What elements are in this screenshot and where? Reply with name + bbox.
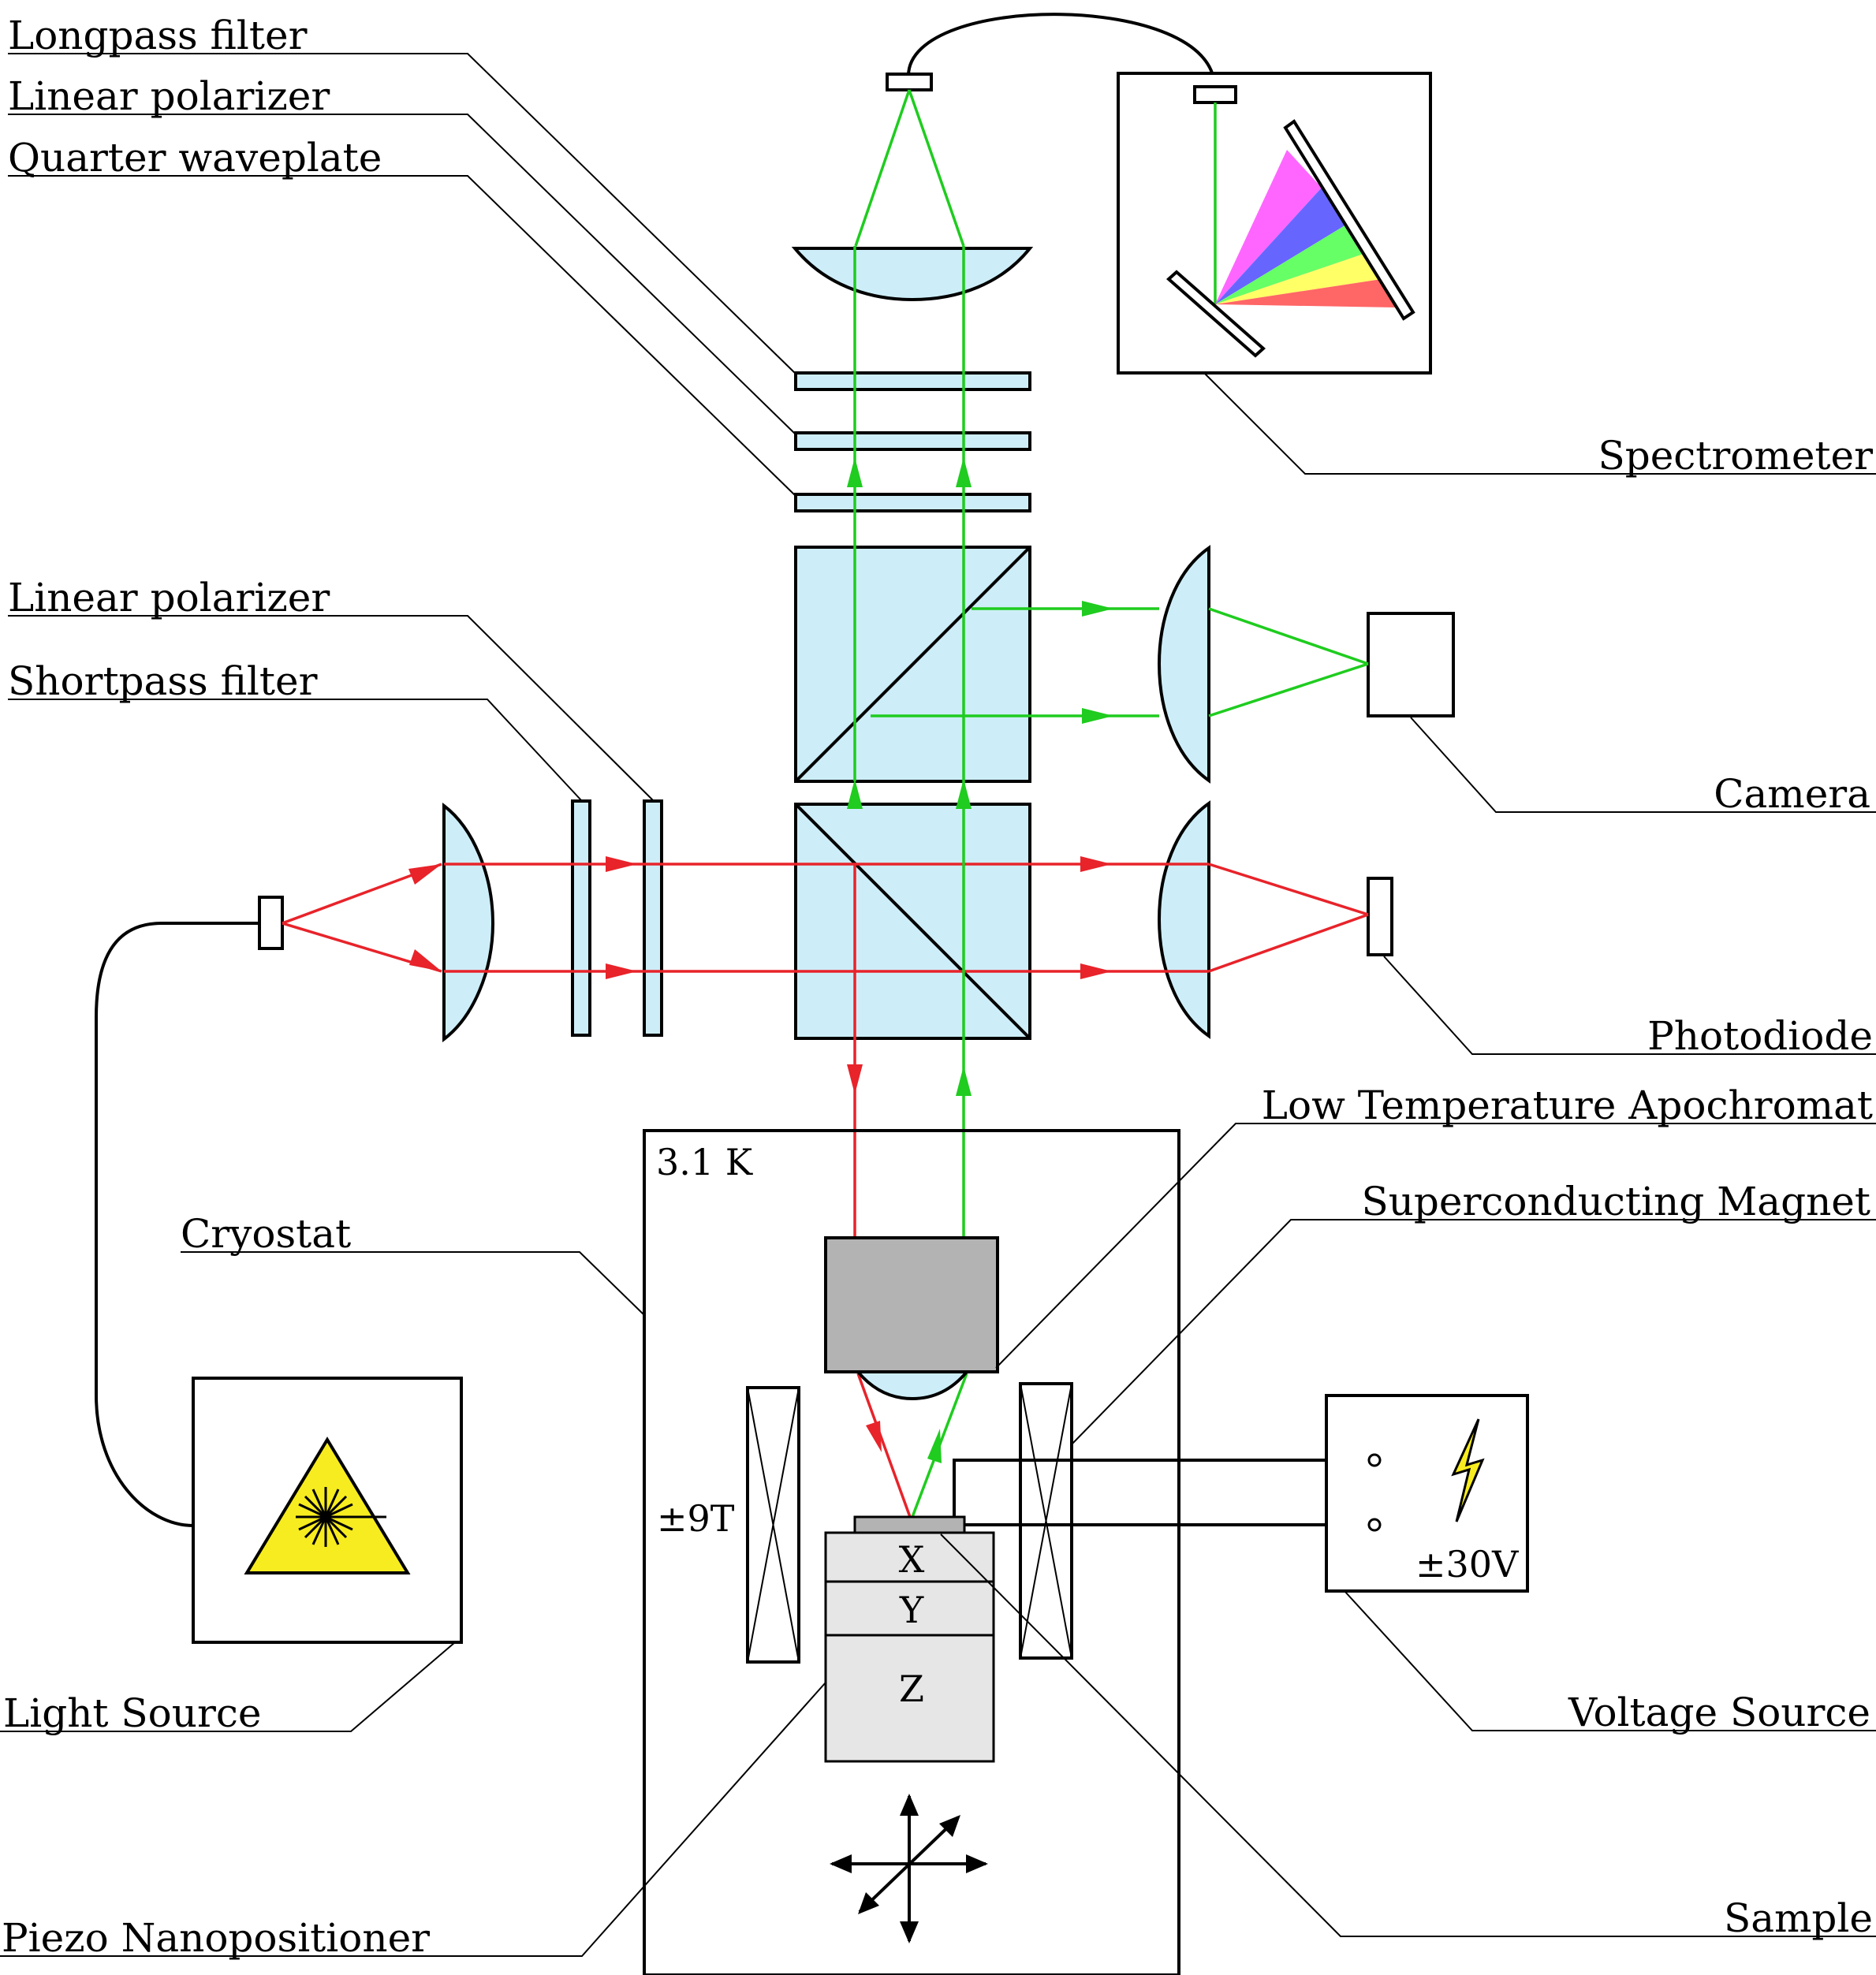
spectrum-fan [1215,150,1396,307]
objective-front-lens [854,1370,971,1401]
cryostat-box [643,1129,1180,1975]
label-linear-polarizer-left: Linear polarizer [8,575,330,620]
laser-warning-triangle-icon [244,1437,411,1574]
axis-x-label: X [899,1538,925,1581]
magnet-field-label: ±9T [657,1497,735,1540]
excitation-fiber [95,922,260,1527]
lightning-bolt-icon [1451,1418,1485,1522]
voltage-terminal-bottom [1367,1518,1382,1532]
label-photodiode: Photodiode [1647,1013,1873,1059]
label-sample: Sample [1724,1895,1873,1941]
excitation-beam [282,856,1369,1518]
leader-lines [0,53,1876,1957]
label-light-source: Light Source [3,1690,261,1736]
temperature-label: 3.1 K [656,1141,754,1183]
detection-fiber [907,13,1216,88]
label-quarter-waveplate: Quarter waveplate [8,135,382,181]
photodiode-lens [1157,800,1210,1039]
positioner-x [824,1531,995,1583]
emission-beam [847,246,1369,1518]
label-camera: Camera [1714,771,1870,817]
spectrometer-mirror [1166,270,1266,358]
linear-polarizer-excitation [643,799,663,1037]
positioner-z [824,1634,995,1763]
label-piezo-nanopositioner: Piezo Nanopositioner [2,1915,430,1961]
collimating-lens [442,802,495,1043]
quarter-waveplate [794,493,1031,512]
photodiode-box [1367,877,1393,956]
label-cryostat: Cryostat [181,1211,351,1257]
focusing-lens-top [791,247,1034,302]
label-voltage-source: Voltage Source [1568,1690,1870,1735]
label-shortpass-filter: Shortpass filter [8,658,318,704]
label-longpass-filter: Longpass filter [8,13,308,58]
voltage-wire-top [953,1459,1368,1518]
laser-starburst [296,1487,386,1547]
longpass-filter [794,371,1031,391]
voltage-source-box [1325,1394,1529,1593]
axis-z-label: Z [899,1668,924,1710]
label-low-temperature-apochromat: Low Temperature Apochromat [1262,1083,1873,1128]
apochromat-objective [824,1236,999,1373]
camera-lens [1157,545,1210,784]
voltage-terminal-top [1367,1453,1382,1467]
spectrometer-fiber-coupler [1193,85,1237,104]
voltage-label: ±30V [1415,1543,1519,1586]
excitation-fiber-coupler [258,896,284,950]
diffraction-grating [1283,119,1415,321]
camera-box [1367,612,1455,717]
label-spectrometer: Spectrometer [1598,433,1873,479]
xyz-axes-arrows-icon [830,1794,988,1943]
detection-fiber-coupler [886,73,933,91]
positioner-y [824,1580,995,1637]
linear-polarizer-detection [794,431,1031,451]
label-linear-polarizer-top: Linear polarizer [8,73,330,119]
shortpass-filter [571,799,591,1037]
axis-y-label: Y [899,1589,924,1631]
label-superconducting-magnet: Superconducting Magnet [1361,1179,1870,1224]
sample [853,1515,966,1534]
